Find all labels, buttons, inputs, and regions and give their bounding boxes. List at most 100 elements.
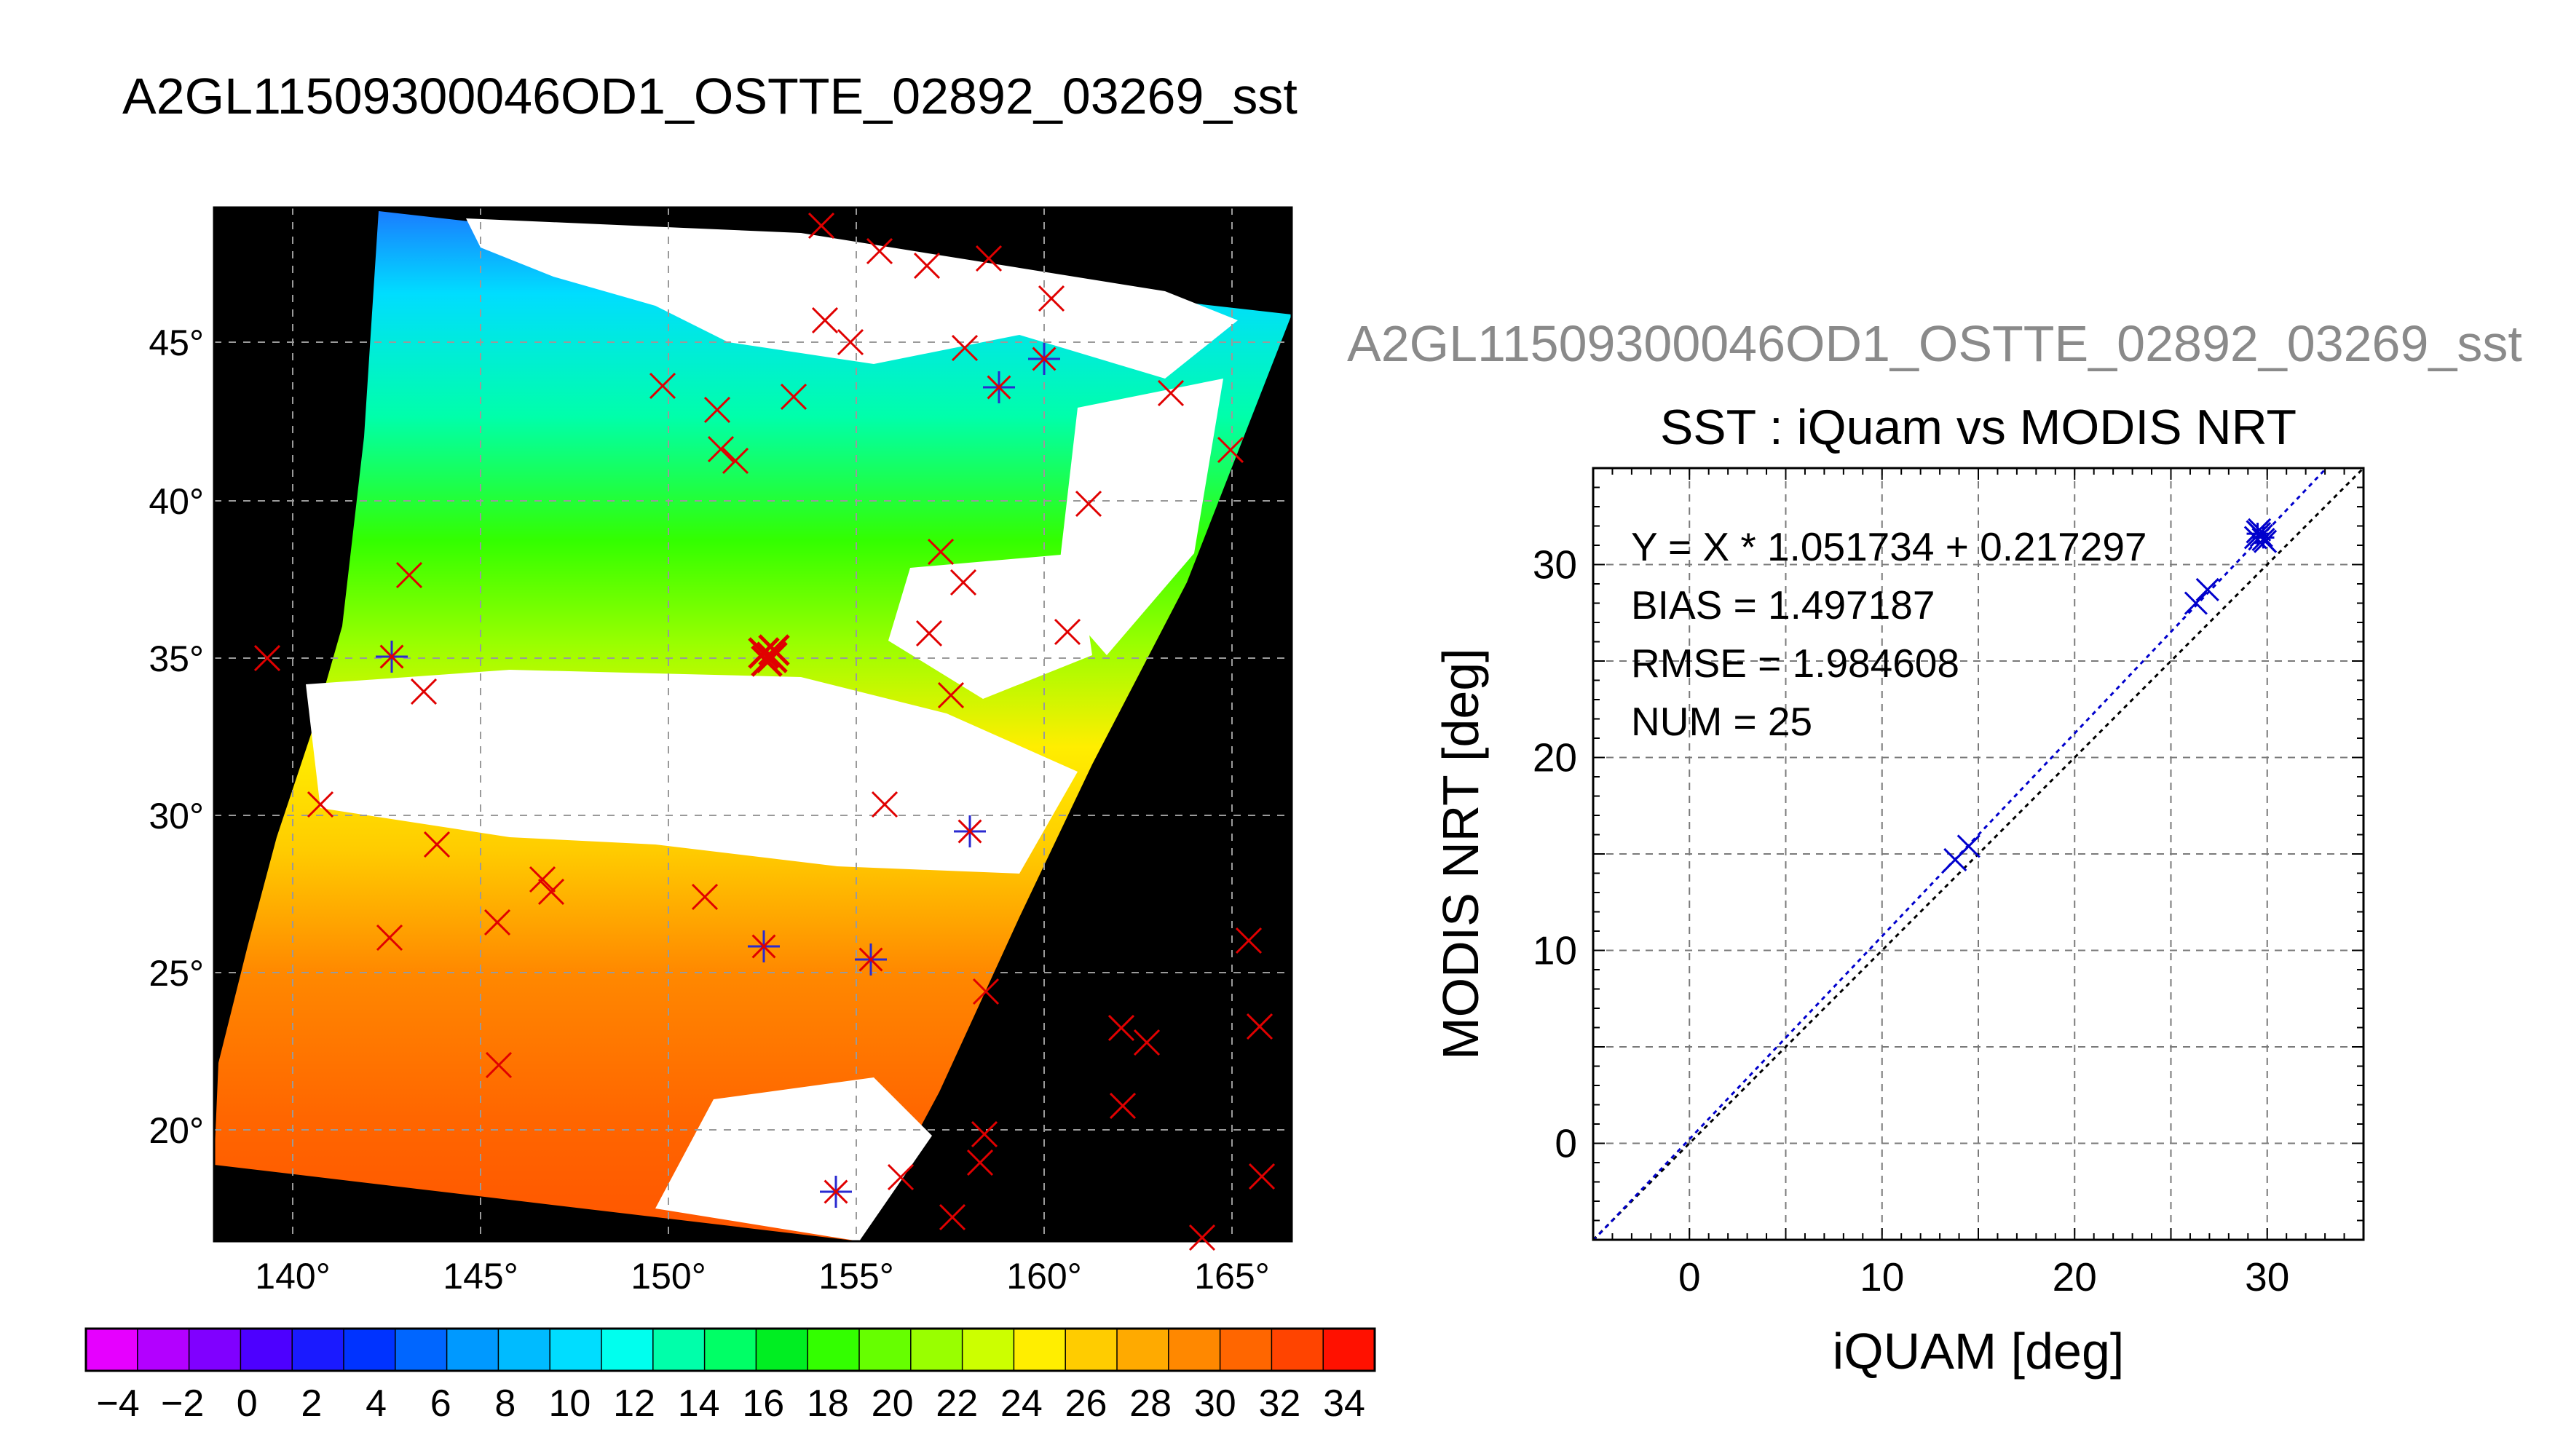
matchup-x-marker [807, 212, 835, 240]
matchup-x-marker [722, 447, 749, 475]
matchup-x-marker [376, 924, 403, 951]
lat-tick-label: 20° [149, 1110, 204, 1151]
scatter-points [1943, 518, 2278, 872]
matchup-x-marker [972, 978, 1000, 1005]
matchup-x-marker [915, 620, 943, 647]
y-tick-label: 10 [1533, 928, 1577, 973]
data-point-plus [2246, 523, 2269, 545]
matchup-x-marker [691, 883, 719, 911]
colorbar-cell [1271, 1329, 1324, 1371]
matchup-x-marker [1188, 1224, 1216, 1251]
colorbar-cell [1168, 1329, 1221, 1371]
matchup-x-marker [485, 1051, 513, 1079]
colorbar-tick-label: 28 [1129, 1382, 1172, 1425]
colorbar-cell [498, 1329, 550, 1371]
matchup-x-marker [649, 372, 676, 400]
lon-tick-label: 155° [818, 1256, 893, 1297]
clear-sky-star-marker [748, 930, 780, 962]
stats-rmse: RMSE = 1.984608 [1631, 641, 1959, 686]
colorbar-cell [86, 1329, 138, 1371]
colorbar-cell [1117, 1329, 1169, 1371]
clear-sky-star-marker [954, 815, 986, 847]
lon-tick-label: 140° [255, 1256, 330, 1297]
x-tick-label: 10 [1860, 1254, 1904, 1299]
colorbar-cell [395, 1329, 448, 1371]
colorbar-tick-label: 16 [742, 1382, 784, 1425]
matchup-x-marker [483, 909, 511, 936]
matchup-x-marker [529, 866, 556, 893]
colorbar-cell [1323, 1329, 1375, 1371]
cloud-mask [888, 553, 1092, 699]
lon-tick-label: 160° [1006, 1256, 1081, 1297]
y-tick-label: 0 [1555, 1121, 1577, 1166]
colorbar-tick-label: 18 [807, 1382, 849, 1425]
identity-line [1593, 468, 2364, 1240]
clear-sky-star-marker [1028, 343, 1060, 375]
colorbar-cell [1014, 1329, 1066, 1371]
matchup-x-marker [1157, 379, 1185, 407]
axis-ticks: 0 10 20 30 0 10 20 30 [1533, 467, 2364, 1299]
matchup-x-marker [951, 334, 979, 362]
data-point-x [2249, 523, 2273, 547]
matchup-x-marker [748, 637, 780, 669]
colorbar-cell [1065, 1329, 1118, 1371]
colorbar-tick-label: 20 [872, 1382, 914, 1425]
colorbar-cell [189, 1329, 241, 1371]
matchup-x-marker [866, 237, 893, 265]
colorbar-tick-label: 30 [1194, 1382, 1236, 1425]
colorbar-tick-label: 4 [366, 1382, 387, 1425]
matchup-x-marker [971, 1120, 998, 1148]
lat-tick-label: 45° [149, 323, 204, 363]
stats-equation: Y = X * 1.051734 + 0.217297 [1631, 524, 2147, 569]
clear-sky-star-marker [820, 1176, 852, 1208]
clear-sky-star-marker [983, 371, 1015, 403]
matchup-x-marker [395, 561, 423, 589]
fit-line [1593, 468, 2329, 1240]
matchup-x-marker [837, 328, 864, 356]
matchup-x-marker [887, 1163, 915, 1191]
clear-sky-star-marker [855, 943, 887, 976]
matchup-x-marker [913, 252, 941, 280]
lon-tick-label: 145° [443, 1256, 518, 1297]
matchup-x-marker [966, 1149, 994, 1176]
matchup-x-marker [1109, 1092, 1137, 1120]
colorbar-cell [756, 1329, 808, 1371]
matchup-x-marker [537, 878, 565, 906]
matchup-x-marker [1038, 285, 1065, 312]
colorbar-cell [859, 1329, 912, 1371]
colorbar-tick-label: 0 [237, 1382, 258, 1425]
matchup-x-marker [1054, 618, 1081, 646]
scatter-file-title: A2GL11509300046OD1_OSTTE_02892_03269_sst [1347, 315, 2522, 372]
matchup-x-marker [703, 396, 731, 424]
matchup-markers [253, 212, 1276, 1251]
colorbar-cell [240, 1329, 293, 1371]
data-point-x [1956, 834, 1981, 858]
colorbar-cell [1220, 1329, 1272, 1371]
lon-tick-label: 165° [1194, 1256, 1269, 1297]
x-tick-label: 30 [2245, 1254, 2289, 1299]
matchup-x-marker [949, 569, 977, 596]
matchup-x-marker [1246, 1013, 1273, 1040]
y-tick-label: 30 [1533, 542, 1577, 587]
matchup-x-marker [1133, 1029, 1161, 1056]
colorbar-cell [652, 1329, 706, 1371]
matchup-x-marker [1217, 436, 1244, 464]
colorbar-tick-label: 24 [1000, 1382, 1043, 1425]
matchup-x-marker [939, 1203, 966, 1231]
x-tick-label: 0 [1678, 1254, 1701, 1299]
colorbar-cell [910, 1329, 963, 1371]
matchup-x-marker [253, 644, 281, 672]
cloud-mask [306, 670, 1078, 874]
lon-tick-label: 150° [631, 1256, 706, 1297]
colorbar-tick-label: 12 [613, 1382, 655, 1425]
matchup-x-marker [871, 791, 899, 818]
colorbar-tick-label: 22 [936, 1382, 978, 1425]
colorbar-tick-label: 8 [494, 1382, 516, 1425]
matchup-x-marker [423, 831, 451, 858]
matchup-x-marker [410, 678, 438, 705]
colorbar-cell [704, 1329, 757, 1371]
map-frame: 140° 145° 150° 155° 160° 165° 45° 40° 35… [149, 206, 1293, 1297]
clear-sky-star-marker [376, 641, 408, 673]
